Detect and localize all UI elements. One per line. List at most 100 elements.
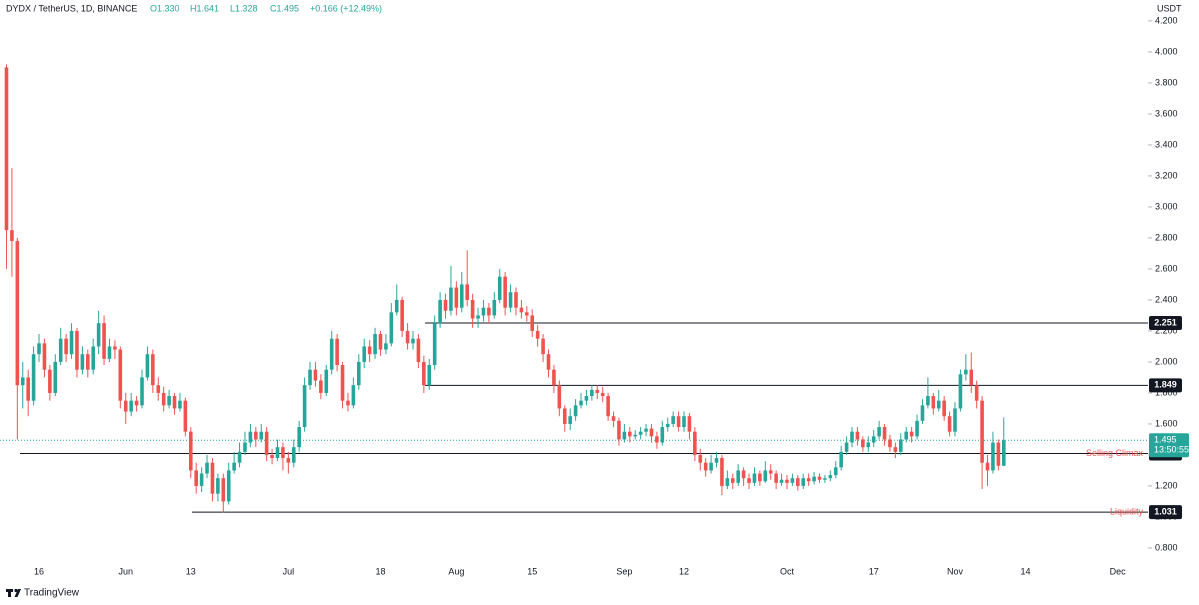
candle-body <box>541 338 545 355</box>
y-tick-label: 2.400 <box>1155 294 1178 304</box>
candle-body <box>232 462 236 471</box>
candle-body <box>172 396 177 409</box>
candle-body <box>113 346 117 350</box>
candle-body <box>64 338 68 355</box>
candle-body <box>20 377 25 386</box>
candle-body <box>817 476 822 480</box>
y-tick-label: 2.200 <box>1155 325 1178 335</box>
level-box <box>1149 378 1182 393</box>
candle-body <box>188 431 193 471</box>
candle-body <box>492 299 497 316</box>
candle-body <box>335 338 339 366</box>
candle-body <box>254 431 258 440</box>
y-tick-label: 2.800 <box>1155 232 1178 242</box>
candle-body <box>833 467 838 476</box>
candle-body <box>394 299 399 313</box>
candle-body <box>638 431 643 435</box>
candle-body <box>69 330 74 355</box>
candle-body <box>465 284 469 300</box>
candle-body <box>308 369 312 386</box>
candle-body <box>357 361 361 386</box>
x-tick-label: 13 <box>186 566 196 576</box>
candle-body <box>422 361 426 386</box>
last-price-box <box>1149 433 1189 458</box>
candle-body <box>459 284 464 308</box>
candle-body <box>888 439 892 448</box>
candle-body <box>980 400 984 463</box>
y-tick-label: 0.800 <box>1155 542 1178 552</box>
x-tick-label: 15 <box>527 566 537 576</box>
candle-body <box>389 312 394 344</box>
candle-body <box>996 442 1001 466</box>
candle-body <box>351 385 356 406</box>
candle-body <box>622 431 627 440</box>
candle-body <box>4 67 9 231</box>
candle-body <box>503 276 507 308</box>
level-label: 1.849 <box>1154 380 1177 390</box>
candle-body <box>53 361 58 393</box>
candle-body <box>693 431 697 455</box>
candle-body <box>449 287 453 311</box>
symbol: DYDX / TetherUS, 1D, BINANCE <box>6 3 137 13</box>
candle-body <box>205 462 209 474</box>
candle-body <box>123 400 128 412</box>
candle-body <box>839 451 843 468</box>
brand-logo <box>6 588 21 597</box>
candle-body <box>199 473 204 486</box>
candle-body <box>80 354 85 370</box>
candle-body <box>758 473 762 482</box>
candle-body <box>373 334 377 355</box>
candle-body <box>508 292 513 308</box>
x-tick-label: Dec <box>1110 566 1127 576</box>
ohlc-label: O1.330 <box>150 3 180 13</box>
candle-body <box>129 400 133 412</box>
y-tick-label: 4.200 <box>1155 15 1178 25</box>
candle-body <box>714 458 719 463</box>
ohlc-label: L1.328 <box>230 3 258 13</box>
candle-body <box>844 442 849 452</box>
candle-body <box>210 462 215 494</box>
y-tick-label: 2.600 <box>1155 263 1178 273</box>
candle-body <box>687 416 692 432</box>
logo-shape <box>14 588 18 593</box>
candle-body <box>633 434 638 437</box>
y-tick-label: 3.400 <box>1155 139 1178 149</box>
countdown: 13:50:55 <box>1154 445 1189 455</box>
candle-body <box>535 330 540 339</box>
candle-body <box>698 454 703 463</box>
candle-body <box>747 478 751 483</box>
candle-body <box>682 416 686 428</box>
candle-body <box>134 400 139 406</box>
candle-body <box>882 427 887 440</box>
candle-body <box>720 458 724 486</box>
candle-body <box>573 405 578 417</box>
candle-body <box>183 400 188 432</box>
candle-body <box>936 400 941 409</box>
candle-body <box>140 377 144 406</box>
x-tick-label: 17 <box>869 566 879 576</box>
candle-body <box>31 354 36 401</box>
y-tick-label: 1.600 <box>1155 418 1178 428</box>
axis-layer: 0.8001.0001.2001.4001.6001.8002.0002.200… <box>34 15 1189 576</box>
candle-body <box>367 346 372 355</box>
level-name: Selling Climax <box>1086 448 1144 458</box>
candle-body <box>281 447 285 459</box>
candle-body <box>562 408 567 424</box>
candle-body <box>519 307 524 313</box>
brand: TradingView <box>24 588 80 599</box>
candle-body <box>546 354 551 370</box>
candle-body <box>741 470 746 479</box>
candle-body <box>985 462 990 471</box>
x-tick-label: Jun <box>118 566 133 576</box>
candle-body <box>904 431 909 440</box>
candle-body <box>850 431 854 443</box>
last-price-label: 1.495 <box>1154 435 1177 445</box>
candle-body <box>590 389 594 397</box>
x-tick-label: 18 <box>375 566 385 576</box>
ohlc-label: H1.641 <box>190 3 219 13</box>
candle-body <box>611 416 616 421</box>
candle-body <box>432 323 437 366</box>
candle-body <box>958 374 963 409</box>
candle-body <box>725 478 730 486</box>
